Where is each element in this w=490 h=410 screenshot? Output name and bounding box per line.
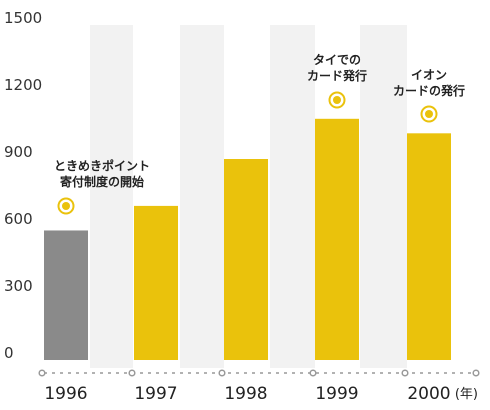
bar-1999 (315, 118, 359, 360)
y-tick-label: 1500 (4, 9, 42, 27)
axis-marker (38, 369, 46, 377)
x-tick-label: 2000 (407, 384, 450, 404)
bar-1997 (134, 205, 178, 360)
axis-marker (218, 369, 226, 377)
background-stripe (360, 25, 407, 368)
annotation-text: カードの発行 (393, 83, 465, 98)
background-stripe (180, 25, 224, 368)
annotation-text: ときめきポイント (54, 158, 150, 173)
axis-marker (128, 369, 136, 377)
x-tick-label: 1999 (315, 384, 358, 404)
background-stripes (90, 25, 407, 368)
y-tick-label: 900 (4, 143, 33, 161)
annotation-text: カード発行 (307, 68, 367, 83)
axis-marker (472, 369, 480, 377)
x-tick-label: 1998 (224, 384, 267, 404)
annotation-marker-dot (425, 110, 433, 118)
x-axis (38, 369, 480, 377)
x-tick-labels: 1996 1997 1998 1999 2000 (44, 384, 450, 404)
background-stripe (270, 25, 315, 368)
axis-marker (401, 369, 409, 377)
x-unit-label: (年) (455, 387, 478, 402)
annotation-text: タイでの (313, 53, 361, 67)
annotation-text: 寄付制度の開始 (60, 174, 144, 189)
y-tick-label: 0 (4, 344, 14, 362)
y-tick-label: 300 (4, 277, 33, 295)
annotation-text: イオン (411, 68, 447, 82)
bar-2000 (407, 133, 451, 360)
y-tick-label: 600 (4, 210, 33, 228)
bars (44, 118, 451, 360)
y-tick-label: 1200 (4, 76, 42, 94)
x-tick-label: 1997 (134, 384, 177, 404)
x-tick-label: 1996 (44, 384, 87, 404)
annotation-marker-dot (62, 202, 70, 210)
y-axis: 0 300 600 900 1200 1500 (4, 9, 42, 362)
background-stripe (90, 25, 133, 368)
bar-1998 (224, 159, 268, 360)
annotation-marker-dot (333, 96, 341, 104)
axis-marker (309, 369, 317, 377)
bar-1996 (44, 230, 88, 360)
